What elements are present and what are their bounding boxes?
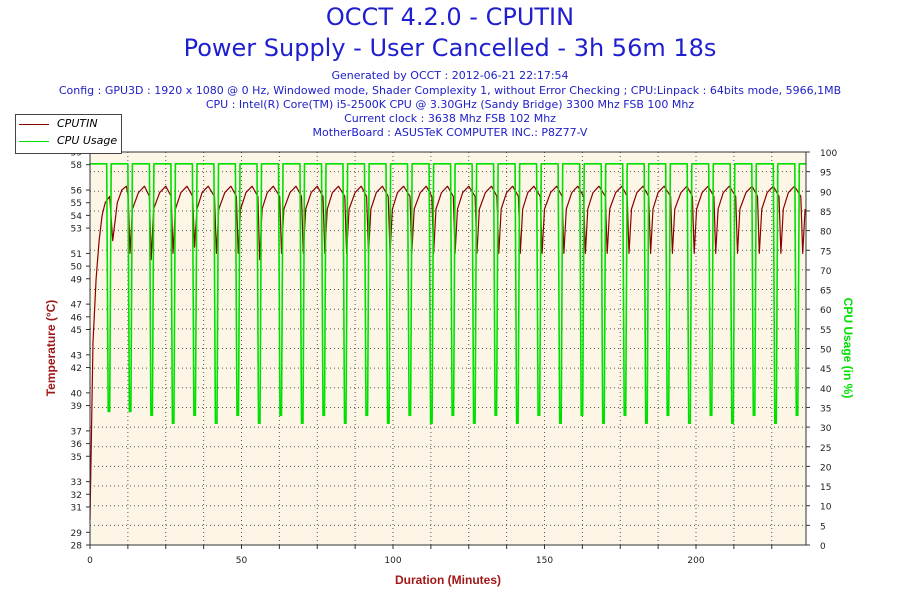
y-left-tick-label: 32 [71,491,82,501]
y-left-tick-label: 29 [71,529,83,539]
legend-swatch-cputin [19,124,49,125]
legend-item-cpu-usage: CPU Usage [19,134,119,150]
y-right-tick-label: 95 [820,169,831,179]
x-tick-label: 200 [687,556,704,566]
chart-title-line2: Power Supply - User Cancelled - 3h 56m 1… [183,34,717,62]
legend-swatch-cpu-usage [19,141,49,142]
y-left-tick-label: 58 [71,161,83,171]
y-right-tick-label: 75 [820,247,831,257]
y-right-tick-label: 20 [820,463,832,473]
y-left-tick-label: 53 [71,225,82,235]
y-left-tick-label: 45 [71,326,82,336]
y-right-tick-label: 15 [820,483,831,493]
motherboard-info: MotherBoard : ASUSTeK COMPUTER INC.: P8Z… [312,126,588,139]
y-left-tick-label: 50 [71,263,83,273]
y-left-tick-label: 49 [71,275,83,285]
y-right-tick-label: 5 [820,522,826,532]
y-left-tick-label: 42 [71,364,82,374]
y-left-tick-label: 33 [71,478,82,488]
series-line-cputin [89,185,806,520]
y-left-tick-label: 31 [71,503,82,513]
y-right-tick-label: 40 [820,385,832,395]
y-right-tick-label: 80 [820,228,832,238]
y-right-tick-label: 70 [820,267,832,277]
y-right-tick-label: 100 [820,149,837,159]
y-left-tick-label: 36 [71,440,83,450]
y-right-tick-label: 90 [820,188,832,198]
x-tick-label: 100 [384,556,401,566]
x-tick-label: 50 [236,556,248,566]
y-right-tick-label: 0 [820,542,826,552]
y-left-tick-label: 37 [71,427,82,437]
y-right-tick-label: 45 [820,365,831,375]
y-left-tick-label: 47 [71,301,82,311]
chart-legend: CPUTIN CPU Usage [15,114,122,154]
y-right-tick-label: 85 [820,208,831,218]
y-right-tick-label: 30 [820,424,832,434]
legend-label-cpu-usage: CPU Usage [57,134,118,147]
y-left-tick-label: 35 [71,453,82,463]
y-left-tick-label: 54 [71,212,83,222]
legend-item-cputin: CPUTIN [19,117,119,133]
y-right-tick-label: 55 [820,326,831,336]
series-layer [89,163,806,520]
series-line-cpu-usage [90,163,806,425]
config-info: Config : GPU3D : 1920 x 1080 @ 0 Hz, Win… [58,84,842,97]
y-left-tick-label: 28 [71,542,83,552]
y-right-tick-label: 35 [820,404,831,414]
y-left-tick-label: 39 [71,402,83,412]
y-right-tick-label: 65 [820,287,831,297]
chart-title-line1: OCCT 4.2.0 - CPUTIN [325,3,575,31]
y-right-tick-label: 25 [820,444,831,454]
x-tick-label: 150 [536,556,553,566]
y-right-tick-label: 60 [820,306,832,316]
y-left-tick-label: 56 [71,187,83,197]
x-axis-label: Duration (Minutes) [395,573,501,587]
clock-info: Current clock : 3638 Mhz FSB 102 Mhz [344,112,556,125]
x-tick-label: 0 [87,556,93,566]
legend-label-cputin: CPUTIN [57,117,98,130]
y-axis-label-left: Temperature (°C) [44,300,58,397]
generated-info: Generated by OCCT : 2012-06-21 22:17:54 [331,69,569,82]
axes: 0510152025303540455055606570758085909510… [71,149,838,567]
y-axis-label-right: CPU Usage (in %) [841,298,855,399]
y-left-tick-label: 46 [71,313,83,323]
y-left-tick-label: 43 [71,351,82,361]
y-left-tick-label: 51 [71,250,82,260]
y-left-tick-label: 40 [71,389,83,399]
y-left-tick-label: 55 [71,199,82,209]
y-right-tick-label: 50 [820,346,832,356]
cpu-info: CPU : Intel(R) Core(TM) i5-2500K CPU @ 3… [205,98,695,111]
y-right-tick-label: 10 [820,503,832,513]
